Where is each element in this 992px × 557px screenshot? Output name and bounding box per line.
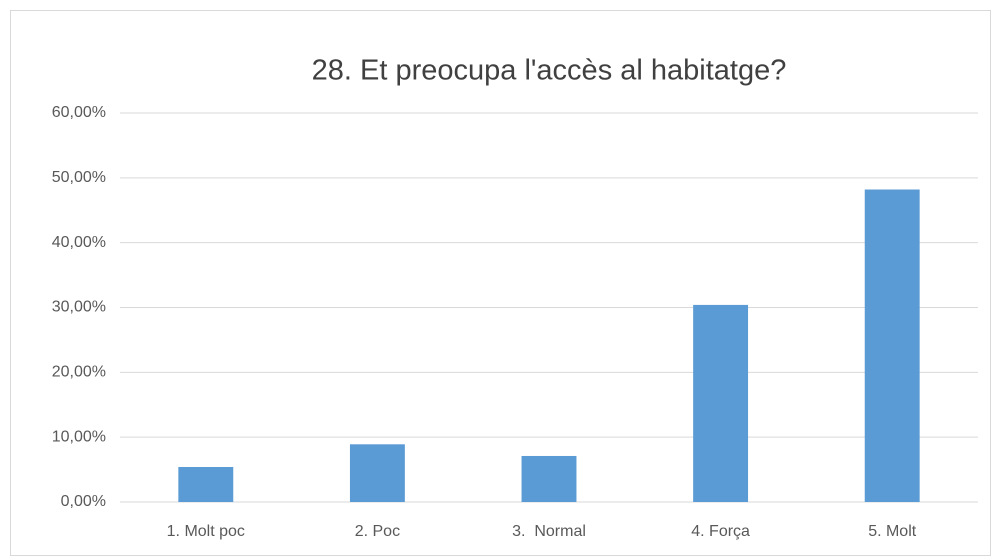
x-tick-label: 5. Molt bbox=[868, 523, 917, 540]
bar bbox=[864, 189, 920, 502]
y-tick-label: 40,00% bbox=[52, 234, 106, 251]
y-tick-label: 10,00% bbox=[52, 428, 106, 445]
x-tick-label: 4. Força bbox=[691, 523, 750, 540]
y-tick-label: 50,00% bbox=[52, 169, 106, 186]
bar bbox=[521, 455, 577, 502]
x-tick-label: 2. Poc bbox=[355, 523, 400, 540]
y-tick-label: 30,00% bbox=[52, 299, 106, 316]
chart-border bbox=[10, 10, 991, 556]
y-tick-label: 0,00% bbox=[61, 493, 106, 510]
chart-title: 28. Et preocupa l'accès al habitatge? bbox=[312, 55, 787, 87]
y-tick-label: 60,00% bbox=[52, 104, 106, 121]
bar bbox=[178, 466, 234, 502]
x-tick-label: 1. Molt poc bbox=[167, 523, 245, 540]
x-tick-label: 3. Normal bbox=[512, 523, 586, 540]
bar bbox=[693, 304, 749, 502]
bar bbox=[349, 444, 405, 502]
y-tick-label: 20,00% bbox=[52, 364, 106, 381]
